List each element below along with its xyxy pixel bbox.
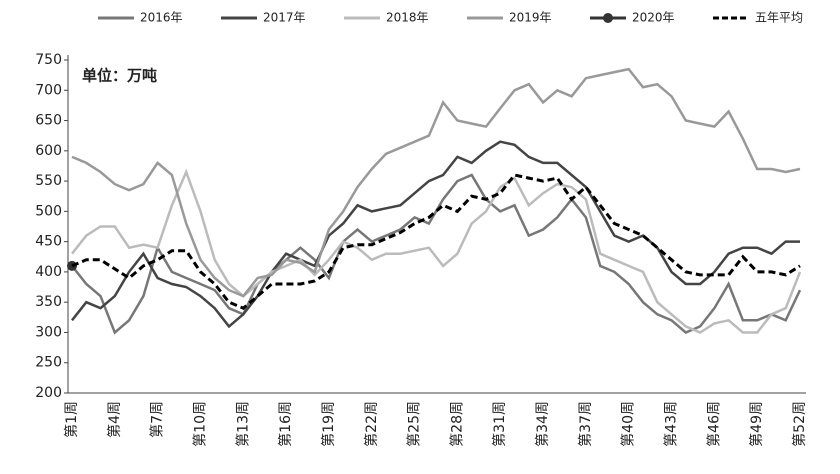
- legend-marker: [603, 13, 613, 23]
- y-tick-label: 400: [35, 264, 62, 280]
- legend-label: 2017年: [263, 11, 306, 25]
- legend-label: 2019年: [509, 11, 552, 25]
- x-tick-label: 第37周: [577, 401, 594, 447]
- x-tick-label: 第25周: [406, 401, 423, 447]
- legend-label: 五年平均: [755, 11, 803, 25]
- y-tick-label: 700: [35, 82, 62, 98]
- series-line: [71, 140, 800, 329]
- x-tick-label: 第16周: [277, 401, 294, 447]
- legend-label: 2020年: [632, 11, 675, 25]
- x-tick-label: 第40周: [620, 401, 637, 447]
- y-tick-label: 500: [35, 203, 62, 219]
- x-tick-label: 第31周: [491, 401, 508, 447]
- x-tick-label: 第4周: [106, 401, 123, 438]
- x-tick-label: 第19周: [320, 401, 337, 447]
- series-line: [71, 173, 802, 335]
- series-line: [71, 67, 801, 298]
- x-tick-label: 第7周: [149, 401, 166, 438]
- x-tick-label: 第34周: [534, 401, 551, 447]
- series-line: [71, 168, 802, 334]
- y-tick-label: 350: [35, 294, 62, 310]
- x-tick-label: 第28周: [448, 401, 465, 447]
- legend-label: 2016年: [140, 11, 183, 25]
- y-tick-label: 250: [35, 355, 62, 371]
- y-tick-label: 200: [35, 385, 62, 401]
- series-line: [71, 173, 801, 310]
- unit-annotation: 单位：万吨: [82, 67, 157, 85]
- x-tick-label: 第46周: [705, 401, 722, 447]
- y-tick-label: 550: [35, 173, 62, 189]
- x-tick-label: 第1周: [63, 401, 80, 438]
- y-tick-label: 600: [35, 143, 62, 159]
- legend-label: 2018年: [386, 11, 429, 25]
- y-tick-label: 300: [35, 324, 62, 340]
- x-tick-label: 第43周: [663, 401, 680, 447]
- y-tick-label: 450: [35, 234, 62, 250]
- x-tick-label: 第52周: [791, 401, 808, 447]
- y-tick-label: 650: [35, 113, 62, 129]
- x-tick-label: 第49周: [748, 401, 765, 447]
- x-tick-label: 第10周: [191, 401, 208, 447]
- x-tick-label: 第22周: [363, 401, 380, 447]
- y-tick-label: 750: [35, 52, 62, 68]
- x-tick-label: 第13周: [234, 401, 251, 447]
